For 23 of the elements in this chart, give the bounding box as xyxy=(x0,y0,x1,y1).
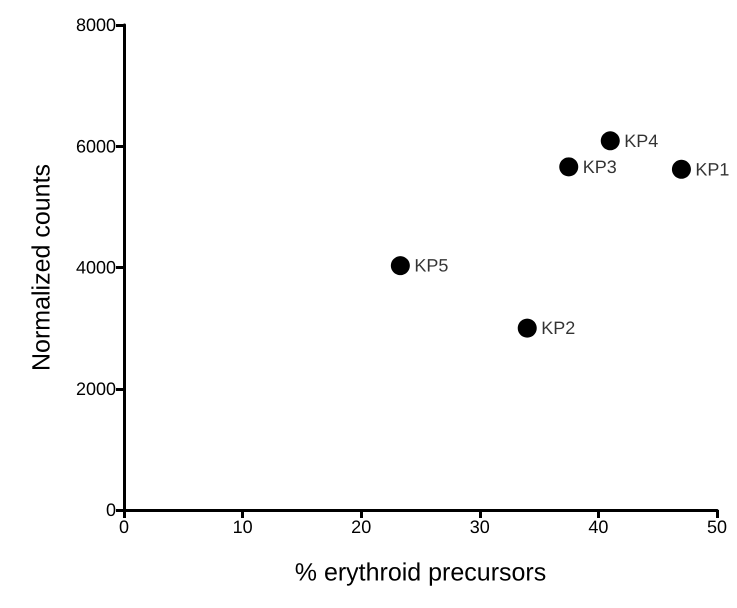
x-tick-label: 30 xyxy=(470,517,490,537)
x-tick-label: 50 xyxy=(706,517,728,537)
x-tick-label: 10 xyxy=(232,517,253,537)
y-axis-title: Normalized counts xyxy=(28,164,56,372)
x-tick-label: 20 xyxy=(351,517,372,537)
x-tick-label: 40 xyxy=(588,517,608,537)
annotation: KP4 xyxy=(624,130,658,151)
y-tick-label: 6000 xyxy=(76,136,116,156)
x-tick-label: 0 xyxy=(118,517,130,537)
point xyxy=(559,157,578,176)
y-tick-label: 8000 xyxy=(76,15,116,35)
point xyxy=(518,318,537,338)
point xyxy=(390,256,410,276)
x-axis-title: % erythroid precursors xyxy=(294,558,546,586)
y-tick-label: 0 xyxy=(106,500,116,520)
point xyxy=(600,131,620,150)
y-tick-label: 4000 xyxy=(76,258,116,278)
y-tick-label: 2000 xyxy=(76,378,116,399)
annotation: KP5 xyxy=(414,256,448,276)
annotation: KP2 xyxy=(541,318,576,338)
annotation: KP1 xyxy=(695,159,730,180)
point xyxy=(672,160,691,179)
annotation: KP3 xyxy=(582,156,617,177)
